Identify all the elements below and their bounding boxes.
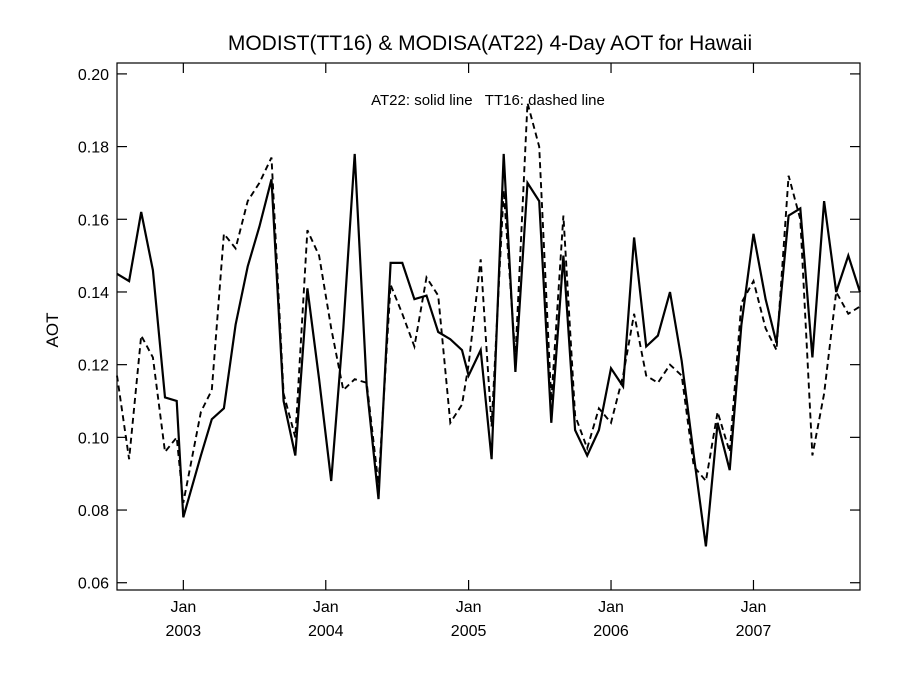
- x-tick-label-month: Jan: [170, 599, 196, 616]
- x-tick-label-year: 2005: [451, 623, 487, 640]
- y-tick-label: 0.06: [78, 576, 109, 593]
- chart-title: MODIST(TT16) & MODISA(AT22) 4-Day AOT fo…: [228, 32, 752, 55]
- x-tick-label-month: Jan: [598, 599, 624, 616]
- line-style-annotation: AT22: solid line TT16: dashed line: [371, 92, 605, 109]
- x-tick-label-month: Jan: [456, 599, 482, 616]
- y-tick-label: 0.08: [78, 503, 109, 520]
- x-tick-label-year: 2006: [593, 623, 629, 640]
- plot-frame: [116, 62, 861, 591]
- x-tick-label-month: Jan: [313, 599, 339, 616]
- x-tick-label-year: 2007: [736, 623, 772, 640]
- y-tick-label: 0.10: [78, 430, 109, 447]
- x-tick-label-month: Jan: [741, 599, 767, 616]
- y-tick-label: 0.20: [78, 67, 109, 84]
- series-lines: [116, 102, 862, 547]
- y-tick-label: 0.14: [78, 285, 109, 302]
- axis-ticks: 0.06 0.08 0.10 0.12 0.14 0.16 0.18 0.20 Jan 2003 J…: [78, 63, 860, 640]
- series-line-tt16-dashed: [116, 102, 861, 503]
- x-tick-label-year: 2004: [308, 623, 344, 640]
- y-tick-label: 0.18: [78, 140, 109, 157]
- y-tick-label: 0.16: [78, 212, 109, 229]
- x-tick-label-year: 2003: [166, 623, 202, 640]
- series-line-at22-solid: [116, 153, 862, 547]
- y-tick-label: 0.12: [78, 358, 109, 375]
- y-axis-label: AOT: [43, 313, 62, 348]
